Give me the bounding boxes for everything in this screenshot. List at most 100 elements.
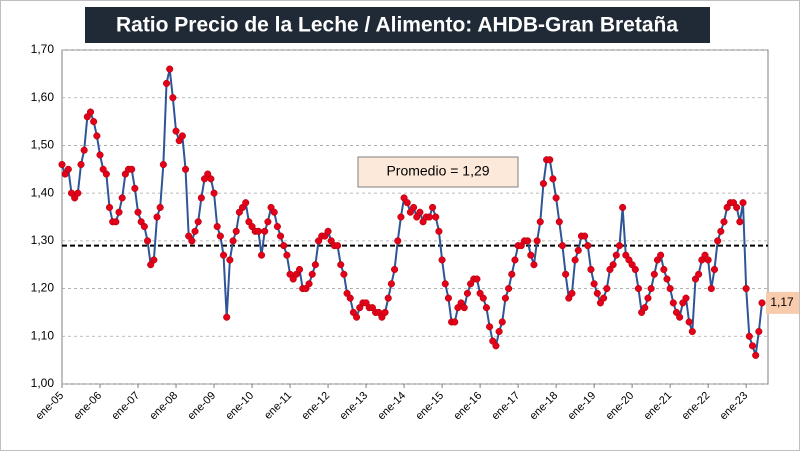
marker xyxy=(346,294,354,302)
marker xyxy=(172,127,180,135)
marker xyxy=(340,270,348,278)
marker xyxy=(549,175,557,183)
marker xyxy=(498,318,506,326)
marker xyxy=(416,208,424,216)
marker xyxy=(305,280,313,288)
marker xyxy=(482,304,490,312)
marker xyxy=(505,285,513,293)
marker xyxy=(178,132,186,140)
marker xyxy=(644,294,652,302)
marker xyxy=(93,132,101,140)
marker xyxy=(685,318,693,326)
marker xyxy=(74,189,82,197)
marker xyxy=(159,160,167,169)
marker xyxy=(283,251,291,259)
marker xyxy=(641,304,649,312)
marker xyxy=(232,227,240,235)
marker xyxy=(105,203,114,212)
y-tick-label: 1,70 xyxy=(31,42,55,56)
marker xyxy=(58,160,66,169)
marker xyxy=(216,232,224,240)
average-box xyxy=(357,156,519,188)
title-box xyxy=(85,7,710,43)
marker xyxy=(463,289,471,297)
marker xyxy=(277,232,285,240)
marker xyxy=(748,342,757,350)
marker xyxy=(552,194,560,202)
marker xyxy=(210,189,218,197)
marker xyxy=(615,242,624,250)
marker xyxy=(435,227,443,235)
chart-title: Ratio Precio de la Leche / Alimento: AHD… xyxy=(116,14,678,37)
marker xyxy=(451,318,459,326)
marker xyxy=(492,342,500,350)
marker xyxy=(153,213,161,221)
marker xyxy=(612,251,620,259)
marker xyxy=(181,165,190,173)
marker xyxy=(223,313,231,321)
marker xyxy=(704,256,712,264)
y-tick-label: 1,30 xyxy=(31,233,55,247)
marker xyxy=(486,323,494,331)
marker xyxy=(384,294,392,302)
marker xyxy=(609,261,617,269)
y-tick-label: 1,60 xyxy=(31,90,55,104)
end-label: 1,17 xyxy=(770,295,794,309)
marker xyxy=(647,285,655,293)
marker xyxy=(752,351,760,359)
marker xyxy=(115,208,123,216)
marker xyxy=(501,294,509,302)
marker xyxy=(270,208,278,216)
marker xyxy=(631,265,639,274)
marker xyxy=(128,165,136,173)
marker xyxy=(261,227,269,235)
marker xyxy=(169,94,177,102)
marker xyxy=(574,246,582,254)
y-tick-label: 1,10 xyxy=(31,328,55,342)
marker xyxy=(508,270,516,278)
marker xyxy=(112,218,120,226)
marker xyxy=(742,285,750,293)
marker xyxy=(587,265,595,274)
marker xyxy=(666,285,674,293)
marker xyxy=(593,289,601,297)
marker xyxy=(162,79,171,87)
marker xyxy=(717,227,725,235)
marker xyxy=(296,265,304,274)
marker xyxy=(118,194,126,202)
marker xyxy=(242,199,250,207)
marker xyxy=(755,327,763,336)
marker xyxy=(96,151,104,159)
marker xyxy=(77,160,85,169)
marker xyxy=(257,251,266,259)
marker xyxy=(381,308,389,316)
marker xyxy=(682,294,690,302)
marker xyxy=(619,203,627,212)
average-label: Promedio = 1,29 xyxy=(386,163,489,179)
marker xyxy=(511,256,519,264)
marker xyxy=(397,213,405,221)
marker xyxy=(441,280,449,288)
marker xyxy=(394,237,402,245)
marker xyxy=(581,232,589,240)
marker xyxy=(432,213,440,221)
plot-area xyxy=(61,49,769,385)
marker xyxy=(194,218,202,226)
marker xyxy=(590,280,598,288)
marker xyxy=(536,218,544,226)
marker xyxy=(213,222,221,231)
marker xyxy=(733,203,741,212)
marker xyxy=(229,237,237,245)
marker xyxy=(353,313,361,321)
marker xyxy=(663,275,671,283)
marker xyxy=(695,270,703,278)
marker xyxy=(546,156,554,164)
marker xyxy=(197,194,205,202)
marker xyxy=(562,270,570,278)
marker xyxy=(634,285,643,293)
marker xyxy=(584,242,592,250)
marker xyxy=(707,285,715,293)
marker xyxy=(391,265,399,274)
marker xyxy=(150,256,158,264)
